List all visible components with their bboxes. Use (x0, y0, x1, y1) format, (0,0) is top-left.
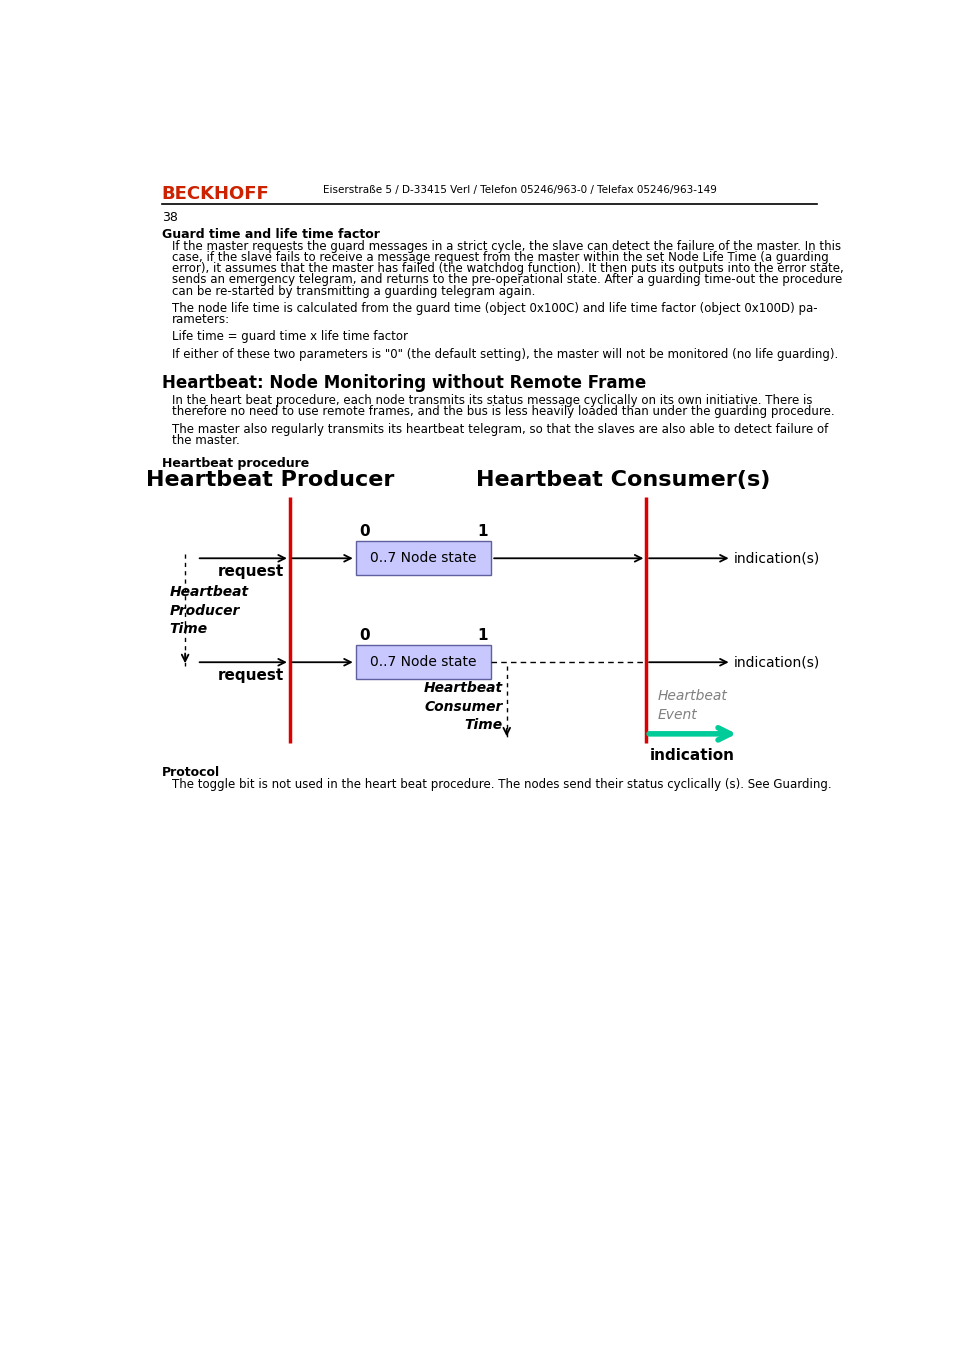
Text: Life time = guard time x life time factor: Life time = guard time x life time facto… (172, 331, 408, 343)
Text: Heartbeat Consumer(s): Heartbeat Consumer(s) (476, 470, 769, 489)
Text: The node life time is calculated from the guard time (object 0x100C) and life ti: The node life time is calculated from th… (172, 301, 817, 315)
Text: BECKHOFF: BECKHOFF (162, 185, 270, 203)
Text: 1: 1 (476, 628, 487, 643)
Text: request: request (217, 669, 283, 684)
Text: 38: 38 (162, 211, 177, 224)
Text: sends an emergency telegram, and returns to the pre-operational state. After a g: sends an emergency telegram, and returns… (172, 273, 841, 286)
Text: Heartbeat
Consumer
Time: Heartbeat Consumer Time (423, 681, 502, 732)
Text: Protocol: Protocol (162, 766, 220, 780)
Text: request: request (217, 565, 283, 580)
FancyBboxPatch shape (355, 542, 491, 576)
Text: 1: 1 (476, 524, 487, 539)
Text: If the master requests the guard messages in a strict cycle, the slave can detec: If the master requests the guard message… (172, 240, 841, 253)
Text: Eiserstraße 5 / D-33415 Verl / Telefon 05246/963-0 / Telefax 05246/963-149: Eiserstraße 5 / D-33415 Verl / Telefon 0… (323, 185, 716, 196)
Text: Heartbeat
Producer
Time: Heartbeat Producer Time (170, 585, 249, 636)
Text: indication(s): indication(s) (733, 655, 820, 669)
Text: 0: 0 (359, 524, 370, 539)
Text: indication(s): indication(s) (733, 551, 820, 565)
Text: The master also regularly transmits its heartbeat telegram, so that the slaves a: The master also regularly transmits its … (172, 423, 827, 436)
Text: 0..7 Node state: 0..7 Node state (370, 551, 476, 565)
Text: Heartbeat
Event: Heartbeat Event (658, 689, 727, 721)
Text: Heartbeat Producer: Heartbeat Producer (146, 470, 395, 489)
Text: Heartbeat procedure: Heartbeat procedure (162, 458, 309, 470)
FancyBboxPatch shape (355, 646, 491, 680)
Text: error), it assumes that the master has failed (the watchdog function). It then p: error), it assumes that the master has f… (172, 262, 842, 276)
Text: Heartbeat: Node Monitoring without Remote Frame: Heartbeat: Node Monitoring without Remot… (162, 374, 645, 392)
Text: therefore no need to use remote frames, and the bus is less heavily loaded than : therefore no need to use remote frames, … (172, 405, 834, 419)
Text: the master.: the master. (172, 434, 239, 447)
Text: can be re-started by transmitting a guarding telegram again.: can be re-started by transmitting a guar… (172, 285, 535, 297)
Text: 0..7 Node state: 0..7 Node state (370, 655, 476, 669)
Text: indication: indication (649, 747, 735, 763)
Text: rameters:: rameters: (172, 313, 230, 326)
Text: In the heart beat procedure, each node transmits its status message cyclically o: In the heart beat procedure, each node t… (172, 394, 812, 407)
Text: The toggle bit is not used in the heart beat procedure. The nodes send their sta: The toggle bit is not used in the heart … (172, 778, 831, 790)
Text: case, if the slave fails to receive a message request from the master within the: case, if the slave fails to receive a me… (172, 251, 828, 263)
Text: Guard time and life time factor: Guard time and life time factor (162, 227, 379, 240)
Text: If either of these two parameters is "0" (the default setting), the master will : If either of these two parameters is "0"… (172, 347, 838, 361)
Text: 0: 0 (359, 628, 370, 643)
